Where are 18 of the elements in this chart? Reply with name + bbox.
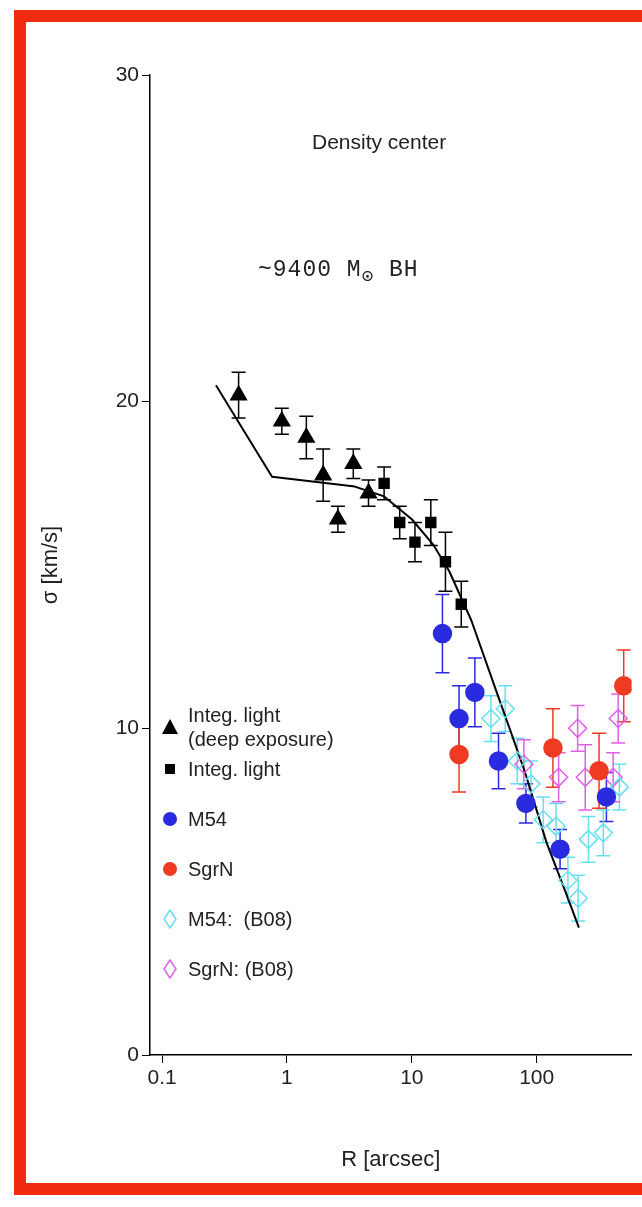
y-tick-label: 30	[115, 61, 139, 85]
legend-label: M54	[188, 807, 227, 831]
legend-label: SgrN	[188, 857, 234, 881]
y-axis-title: σ [km/s]	[37, 525, 63, 605]
x-tick-label: 100	[519, 1065, 555, 1089]
legend-label: Integ. light	[188, 757, 281, 781]
x-tick-label: 1	[281, 1065, 293, 1089]
x-tick-label: 10	[400, 1065, 424, 1089]
annotation: Density center	[312, 130, 447, 154]
legend-label: SgrN: (B08)	[188, 957, 294, 981]
annotation: ~9400 M$_{⊙}$ BH	[258, 257, 419, 288]
y-tick-label: 0	[127, 1041, 139, 1065]
legend-label: M54: (B08)	[188, 907, 293, 931]
y-tick-label: 10	[115, 715, 139, 739]
x-axis-title: R [arcsec]	[341, 1145, 441, 1171]
y-tick-label: 20	[115, 388, 139, 412]
x-tick-label: 0.1	[147, 1065, 177, 1089]
legend-label: Integ. light (deep exposure)	[188, 703, 334, 751]
